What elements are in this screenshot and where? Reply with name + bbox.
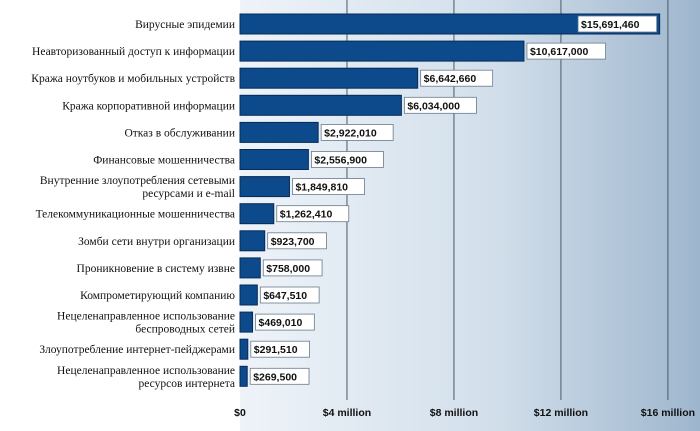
value-label: $10,617,000 — [530, 46, 589, 58]
value-label-box — [403, 96, 477, 114]
x-tick-label: $0 — [234, 407, 246, 419]
bar — [239, 311, 254, 333]
value-label-box — [577, 15, 658, 33]
value-label: $1,262,410 — [280, 209, 333, 221]
value-label-box — [292, 178, 365, 196]
value-label: $2,556,900 — [314, 155, 367, 167]
value-label: $291,510 — [254, 344, 298, 356]
category-labels: Вирусные эпидемии Неавторизованный доступ… — [31, 19, 235, 390]
category-label: беспроводных сетей — [135, 324, 235, 336]
value-label-box — [320, 124, 394, 141]
category-label: Нецеленаправленное использование — [57, 311, 235, 323]
value-label-box — [267, 232, 327, 250]
x-tick-label: $16 million — [641, 407, 695, 419]
value-label-box — [249, 367, 310, 385]
category-label: Зомби сети внутри организации — [78, 236, 235, 248]
category-label: Злоупотребление интернет-пейджерами — [39, 344, 235, 356]
value-label-box — [420, 69, 494, 87]
bar — [239, 149, 309, 170]
bar — [239, 40, 525, 62]
value-label-box — [526, 42, 606, 60]
bar — [239, 13, 661, 35]
bar — [239, 257, 261, 279]
bar — [239, 121, 319, 143]
value-label-box — [262, 259, 323, 277]
bar — [239, 67, 419, 89]
category-label: Проникновение в систему извне — [77, 263, 235, 275]
category-label: Внутренние злоупотребления сетевыми — [40, 175, 235, 187]
value-label: $2,922,010 — [324, 127, 377, 139]
bar — [239, 203, 275, 225]
bar — [239, 176, 290, 198]
category-label: Неавторизованный доступ к информации — [32, 46, 235, 58]
value-label: $1,849,810 — [295, 182, 348, 194]
category-label: Компрометирующий компанию — [80, 290, 235, 302]
value-label: $6,034,000 — [407, 100, 460, 112]
category-label: Нецеленаправленное использование — [57, 365, 235, 377]
category-label: Отказ в обслуживании — [124, 127, 235, 139]
category-label: ресурсов интернета — [139, 378, 235, 390]
x-axis-ticks: $0 $4 million $8 million $12 million $16 mil… — [234, 407, 695, 419]
category-label: Телекоммуникационные мошенничества — [36, 209, 235, 221]
value-label-box — [250, 340, 310, 358]
bar — [239, 284, 258, 306]
value-label: $758,000 — [266, 263, 310, 275]
x-tick-label: $4 million — [323, 407, 371, 419]
value-label-box — [310, 151, 384, 168]
x-tick-label: $12 million — [534, 407, 588, 419]
category-label: Вирусные эпидемии — [135, 19, 235, 31]
value-label: $469,010 — [259, 317, 303, 329]
value-label: $647,510 — [263, 290, 307, 302]
category-label: Финансовые мошенничества — [93, 155, 235, 167]
value-label: $923,700 — [271, 236, 315, 248]
value-label: $15,691,460 — [581, 19, 640, 31]
grid-lines — [346, 0, 669, 400]
category-label: Кража ноутбуков и мобильных устройств — [31, 73, 235, 85]
value-label: $6,642,660 — [424, 73, 477, 85]
bar — [239, 230, 266, 252]
bar — [239, 94, 402, 116]
value-label-box — [255, 313, 315, 331]
value-label-box — [276, 205, 350, 223]
bar — [239, 338, 249, 360]
value-label-box — [259, 286, 320, 304]
value-label: $269,500 — [253, 371, 297, 383]
bar — [239, 365, 248, 387]
category-label: Кража корпоративной информации — [62, 100, 235, 112]
x-tick-label: $8 million — [430, 407, 478, 419]
category-label: ресурсами и e-mail — [142, 188, 235, 200]
bars: $15,691,460 $10,617,000 $6,642,660 $6,034,0… — [239, 13, 661, 387]
